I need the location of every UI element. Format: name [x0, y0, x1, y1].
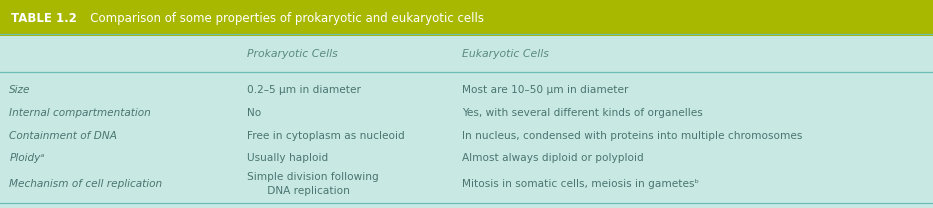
- Bar: [0, 36, 933, 208]
- Text: Prokaryotic Cells: Prokaryotic Cells: [247, 49, 338, 59]
- Text: Eukaryotic Cells: Eukaryotic Cells: [462, 49, 549, 59]
- Text: Comparison of some properties of prokaryotic and eukaryotic cells: Comparison of some properties of prokary…: [79, 12, 484, 25]
- Text: Mechanism of cell replication: Mechanism of cell replication: [9, 179, 162, 189]
- Text: In nucleus, condensed with proteins into multiple chromosomes: In nucleus, condensed with proteins into…: [462, 131, 802, 141]
- Text: Internal compartmentation: Internal compartmentation: [9, 108, 151, 118]
- Text: 0.2–5 μm in diameter: 0.2–5 μm in diameter: [247, 85, 361, 95]
- Text: Most are 10–50 μm in diameter: Most are 10–50 μm in diameter: [462, 85, 628, 95]
- Text: No: No: [247, 108, 261, 118]
- Text: Simple division following
      DNA replication: Simple division following DNA replicatio…: [247, 172, 379, 196]
- Text: Free in cytoplasm as nucleoid: Free in cytoplasm as nucleoid: [247, 131, 405, 141]
- Bar: [0, 0, 933, 36]
- Text: Containment of DNA: Containment of DNA: [9, 131, 118, 141]
- Text: Almost always diploid or polyploid: Almost always diploid or polyploid: [462, 153, 644, 163]
- Text: Usually haploid: Usually haploid: [247, 153, 328, 163]
- Text: Size: Size: [9, 85, 31, 95]
- Text: Yes, with several different kinds of organelles: Yes, with several different kinds of org…: [462, 108, 703, 118]
- Text: Ploidyᵃ: Ploidyᵃ: [9, 153, 45, 163]
- Text: TABLE 1.2: TABLE 1.2: [11, 12, 77, 25]
- Text: Mitosis in somatic cells, meiosis in gametesᵇ: Mitosis in somatic cells, meiosis in gam…: [462, 179, 699, 189]
